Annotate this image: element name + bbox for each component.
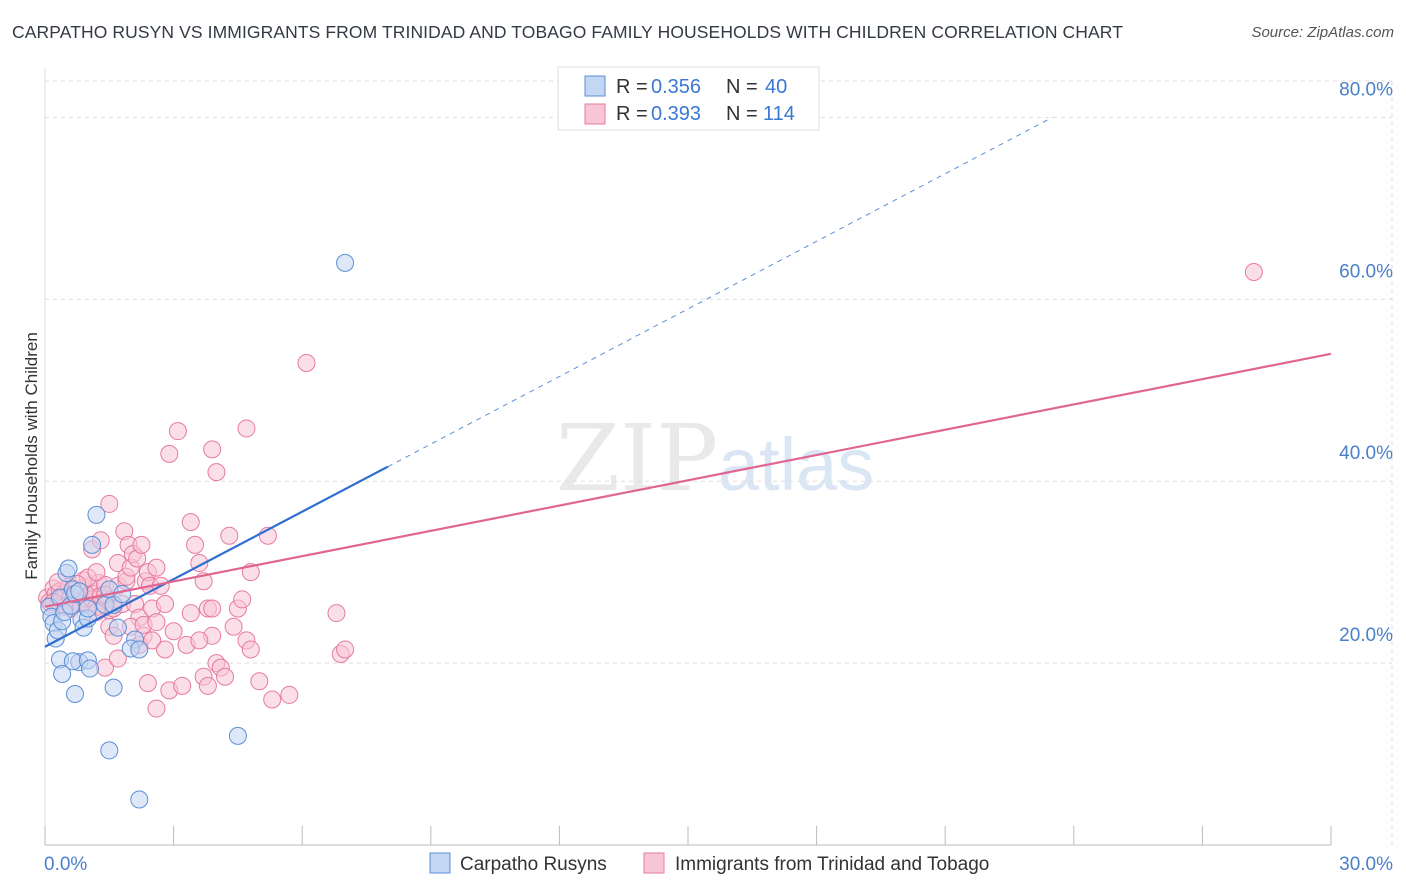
legend-n-value-blue: 40 [765, 76, 787, 98]
y-tick-label: 80.0% [1339, 79, 1393, 100]
data-point-pink [327, 604, 346, 623]
series-carpatho-rusyns [40, 253, 355, 809]
data-point-blue [336, 253, 355, 272]
data-point-pink [220, 526, 239, 545]
data-point-blue [70, 582, 89, 601]
data-point-blue [104, 678, 123, 697]
data-point-blue [108, 618, 127, 637]
data-point-pink [147, 699, 166, 718]
data-point-pink [100, 494, 119, 513]
data-point-pink [263, 690, 282, 709]
legend-r-value-pink: 0.393 [651, 103, 701, 125]
data-point-blue [130, 790, 149, 809]
data-point-pink [216, 667, 235, 686]
data-point-pink [181, 604, 200, 623]
data-point-pink [280, 685, 299, 704]
legend-n-label-pink: N = [726, 103, 758, 125]
watermark-zip: ZIP [556, 405, 718, 512]
correlation-legend: R = 0.356 N = 40 R = 0.393 N = 114 [557, 66, 820, 131]
data-point-pink [132, 535, 151, 554]
data-point-pink [186, 535, 205, 554]
data-point-pink [164, 622, 183, 641]
legend-swatch-blue [584, 75, 606, 97]
x-tick-label-min: 0.0% [44, 854, 87, 875]
data-point-pink [156, 594, 175, 613]
data-point-pink [190, 631, 209, 650]
y-tick-label: 20.0% [1339, 625, 1393, 646]
data-point-pink [241, 640, 260, 659]
data-point-pink [138, 674, 157, 693]
data-point-pink [147, 613, 166, 632]
data-point-blue [100, 741, 119, 760]
watermark-atlas: atlas [718, 423, 874, 506]
data-point-pink [250, 672, 269, 691]
data-point-pink [147, 558, 166, 577]
data-point-blue [130, 640, 149, 659]
data-point-pink [181, 513, 200, 532]
data-point-pink [297, 353, 316, 372]
data-point-pink [173, 676, 192, 695]
data-point-pink [203, 440, 222, 459]
data-point-pink [108, 649, 127, 668]
bottom-legend-label-pink: Immigrants from Trinidad and Tobago [675, 854, 989, 875]
data-point-pink [156, 640, 175, 659]
legend-swatch-pink [584, 103, 606, 125]
data-point-pink [233, 590, 252, 609]
chart-title: CARPATHO RUSYN VS IMMIGRANTS FROM TRINID… [12, 22, 1123, 42]
data-point-pink [198, 676, 217, 695]
legend-n-label-blue: N = [726, 76, 758, 98]
legend-r-value-blue: 0.356 [651, 76, 701, 98]
data-point-blue [53, 665, 72, 684]
x-tick-label-max: 30.0% [1339, 854, 1393, 875]
data-point-blue [87, 505, 106, 524]
watermark: ZIP atlas [556, 405, 874, 512]
data-point-pink [168, 422, 187, 441]
trend-line-extension-blue [387, 116, 1053, 468]
trend-line-blue [44, 465, 389, 648]
data-point-blue [83, 535, 102, 554]
bottom-legend-swatch-pink [643, 852, 665, 874]
legend-n-value-pink: 114 [763, 103, 795, 125]
series-trinidad-tobago [38, 263, 1263, 718]
data-point-blue [59, 559, 78, 578]
y-tick-label: 60.0% [1339, 261, 1393, 282]
bottom-legend-swatch-blue [429, 852, 451, 874]
chart-source: Source: ZipAtlas.com [1251, 24, 1394, 41]
data-point-pink [87, 563, 106, 582]
data-point-pink [237, 419, 256, 438]
y-ticks: 20.0% 40.0% 60.0% 80.0% [1339, 79, 1393, 646]
data-point-pink [203, 599, 222, 618]
data-point-pink [160, 444, 179, 463]
bottom-legend-label-blue: Carpatho Rusyns [460, 854, 607, 875]
y-tick-label: 40.0% [1339, 443, 1393, 464]
data-point-blue [113, 584, 132, 603]
data-point-pink [207, 463, 226, 482]
data-point-blue [78, 599, 97, 618]
data-point-pink [336, 640, 355, 659]
series-legend: Carpatho Rusyns Immigrants from Trinidad… [429, 852, 989, 875]
y-axis-title: Family Households with Children [22, 332, 41, 580]
trend-line-pink [44, 352, 1332, 608]
x-ticks: 0.0% 30.0% [44, 826, 1393, 875]
legend-r-label-pink: R = [616, 103, 648, 125]
data-point-pink [1244, 263, 1263, 281]
trend-lines [44, 116, 1332, 648]
legend-r-label-blue: R = [616, 76, 648, 98]
data-point-blue [66, 685, 85, 704]
data-point-blue [228, 726, 247, 745]
data-point-blue [81, 659, 100, 678]
data-point-pink [224, 617, 243, 636]
